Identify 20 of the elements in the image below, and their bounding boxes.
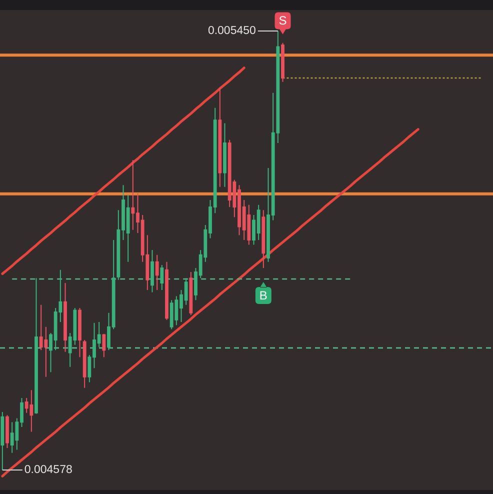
candlestick	[78, 308, 82, 358]
candlestick	[189, 272, 193, 316]
candlestick	[160, 264, 164, 291]
candlestick	[281, 42, 284, 82]
candlestick	[155, 254, 159, 291]
candlestick	[150, 250, 154, 293]
candlestick	[102, 333, 106, 358]
series-label: S	[278, 14, 287, 28]
series-label: B	[259, 288, 268, 302]
candlestick	[6, 414, 9, 449]
candlestick	[82, 340, 86, 388]
candlestick	[34, 278, 38, 414]
candlestick	[223, 122, 226, 188]
candlestick	[218, 88, 222, 188]
annotation: 0.004578	[24, 464, 72, 476]
candlestick	[64, 282, 67, 352]
candlestick	[262, 210, 266, 269]
candlestick	[165, 261, 168, 320]
annotation: 0.005450	[208, 25, 256, 37]
candlestick	[0, 412, 4, 470]
